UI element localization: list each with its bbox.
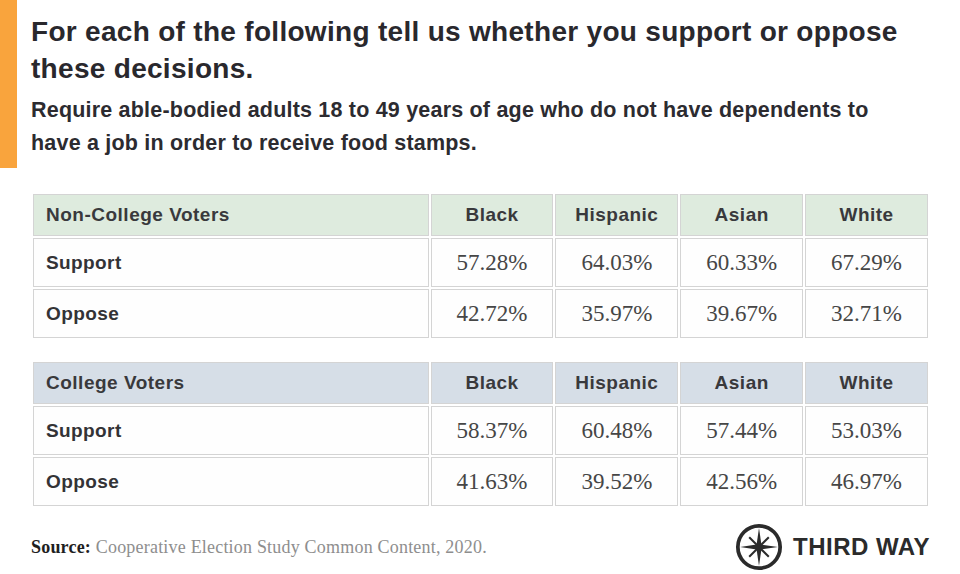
source-label: Source: xyxy=(31,537,91,557)
column-header-white: White xyxy=(805,362,928,404)
value-cell: 42.72% xyxy=(431,289,554,338)
value-cell: 42.56% xyxy=(680,457,803,506)
value-cell: 67.29% xyxy=(805,238,928,287)
row-label-support: Support xyxy=(33,406,429,455)
value-cell: 41.63% xyxy=(431,457,554,506)
table-title-college: College Voters xyxy=(33,362,429,404)
page-title: For each of the following tell us whethe… xyxy=(31,13,931,87)
value-cell: 39.67% xyxy=(680,289,803,338)
table-row-oppose: Oppose 42.72% 35.97% 39.67% 32.71% xyxy=(33,289,928,338)
source-text: Cooperative Election Study Common Conten… xyxy=(96,537,487,557)
table-header-row: College Voters Black Hispanic Asian Whit… xyxy=(33,362,928,404)
table-row-support: Support 58.37% 60.48% 57.44% 53.03% xyxy=(33,406,928,455)
row-label-support: Support xyxy=(33,238,429,287)
column-header-black: Black xyxy=(431,362,554,404)
title-line-1: For each of the following tell us whethe… xyxy=(31,13,931,50)
value-cell: 57.44% xyxy=(680,406,803,455)
table-header-row: Non-College Voters Black Hispanic Asian … xyxy=(33,194,928,236)
logo-wordmark: THIRD WAY xyxy=(793,533,930,561)
title-line-2: these decisions. xyxy=(31,50,931,87)
row-label-oppose: Oppose xyxy=(33,457,429,506)
table-title-non-college: Non-College Voters xyxy=(33,194,429,236)
column-header-asian: Asian xyxy=(680,362,803,404)
value-cell: 58.37% xyxy=(431,406,554,455)
table-row-support: Support 57.28% 64.03% 60.33% 67.29% xyxy=(33,238,928,287)
source-note: Source: Cooperative Election Study Commo… xyxy=(31,537,487,558)
value-cell: 53.03% xyxy=(805,406,928,455)
column-header-white: White xyxy=(805,194,928,236)
infographic-page: For each of the following tell us whethe… xyxy=(0,0,960,574)
value-cell: 64.03% xyxy=(555,238,678,287)
row-label-oppose: Oppose xyxy=(33,289,429,338)
column-header-hispanic: Hispanic xyxy=(555,194,678,236)
non-college-voters-table: Non-College Voters Black Hispanic Asian … xyxy=(31,192,930,340)
value-cell: 46.97% xyxy=(805,457,928,506)
content-area: For each of the following tell us whethe… xyxy=(0,0,960,572)
college-voters-table: College Voters Black Hispanic Asian Whit… xyxy=(31,360,930,508)
column-header-hispanic: Hispanic xyxy=(555,362,678,404)
table-row-oppose: Oppose 41.63% 39.52% 42.56% 46.97% xyxy=(33,457,928,506)
accent-bar xyxy=(0,0,17,168)
column-header-asian: Asian xyxy=(680,194,803,236)
question-subtitle: Require able-bodied adults 18 to 49 year… xyxy=(31,94,931,160)
subtitle-line-1: Require able-bodied adults 18 to 49 year… xyxy=(31,94,931,127)
value-cell: 39.52% xyxy=(555,457,678,506)
value-cell: 57.28% xyxy=(431,238,554,287)
compass-icon xyxy=(734,522,784,572)
subtitle-line-2: have a job in order to receive food stam… xyxy=(31,127,931,160)
column-header-black: Black xyxy=(431,194,554,236)
value-cell: 60.48% xyxy=(555,406,678,455)
value-cell: 35.97% xyxy=(555,289,678,338)
thirdway-logo: THIRD WAY xyxy=(734,522,930,572)
value-cell: 60.33% xyxy=(680,238,803,287)
value-cell: 32.71% xyxy=(805,289,928,338)
footer: Source: Cooperative Election Study Commo… xyxy=(31,522,930,572)
